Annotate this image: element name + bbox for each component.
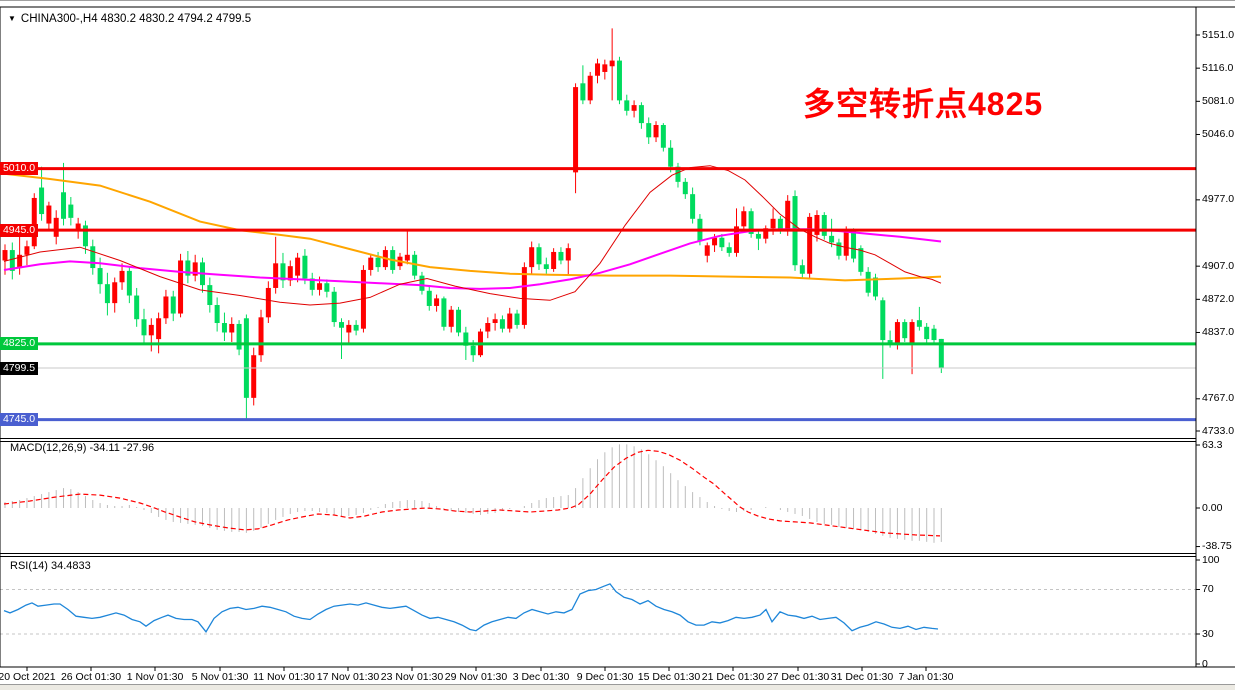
date-axis-label: 27 Dec 01:30 — [766, 671, 830, 683]
rsi-line — [3, 583, 939, 633]
price-axis-label: 5151.0 — [1202, 28, 1235, 41]
rsi-indicator-label: RSI(14) 34.4833 — [10, 560, 91, 572]
frame-layer — [0, 0, 1235, 671]
price-axis-label: 4767.0 — [1202, 392, 1235, 405]
price-axis-label: 4907.0 — [1202, 259, 1235, 272]
date-axis-label: 1 Nov 01:30 — [126, 671, 184, 683]
date-axis-label: 31 Dec 01:30 — [830, 671, 894, 683]
price-axis-label: 4977.0 — [1202, 193, 1235, 206]
pane-separator-macd[interactable] — [0, 438, 1196, 443]
date-axis-label: 26 Oct 01:30 — [60, 671, 122, 683]
chevron-down-icon[interactable]: ▼ — [8, 14, 16, 23]
macd-axis-label: 63.3 — [1202, 438, 1223, 451]
price-line-badge: 4745.0 — [0, 413, 38, 427]
macd-axis-label: -38.75 — [1202, 540, 1232, 553]
rsi-axis-label: 70 — [1202, 583, 1214, 595]
date-axis-label: 21 Dec 01:30 — [701, 671, 765, 683]
date-axis-label: 11 Nov 01:30 — [253, 671, 315, 683]
date-axis-label: 15 Dec 01:30 — [637, 671, 701, 683]
price-axis-label: 5081.0 — [1202, 94, 1235, 107]
price-axis-label: 5046.0 — [1202, 127, 1235, 140]
ma-slow-orange — [0, 172, 942, 282]
price-line-badge: 4945.0 — [0, 223, 38, 237]
rsi-pane-layer — [0, 583, 1196, 635]
price-line-badge: 5010.0 — [0, 162, 38, 176]
pane-separator-rsi[interactable] — [0, 553, 1196, 558]
rsi-axis-label: 30 — [1202, 627, 1214, 640]
macd-axis-label: 0.00 — [1202, 501, 1223, 514]
ma-fast-red — [3, 165, 942, 306]
price-axis-label: 4872.0 — [1202, 292, 1235, 305]
date-axis-label: 7 Jan 01:30 — [898, 671, 954, 683]
ma-medium-magenta — [3, 228, 942, 290]
annotation-text[interactable]: 多空转折点4825 — [803, 86, 1044, 122]
date-axis-label: 5 Nov 01:30 — [191, 671, 249, 683]
rsi-axis-label: 100 — [1202, 553, 1220, 566]
price-axis-label: 4837.0 — [1202, 325, 1235, 338]
date-axis-label: 3 Dec 01:30 — [512, 671, 570, 683]
price-axis-label: 5116.0 — [1202, 61, 1234, 74]
date-axis-label: 9 Dec 01:30 — [576, 671, 634, 683]
date-axis-label: 20 Oct 2021 — [0, 671, 56, 683]
date-axis-label: 23 Nov 01:30 — [380, 671, 444, 683]
price-axis-label: 4733.0 — [1202, 424, 1235, 437]
symbol-header: ▼ CHINA300-,H4 4830.2 4830.2 4794.2 4799.… — [8, 13, 251, 25]
macd-indicator-label: MACD(12,26,9) -34.11 -27.96 — [10, 442, 155, 454]
macd-pane-layer — [3, 444, 942, 543]
symbol-ohlc-text: CHINA300-,H4 4830.2 4830.2 4794.2 4799.5 — [20, 13, 252, 25]
price-line-badge: 4825.0 — [0, 337, 38, 351]
date-axis-label: 29 Nov 01:30 — [444, 671, 508, 683]
date-axis-label: 17 Nov 01:30 — [316, 671, 380, 683]
price-line-badge: 4799.5 — [0, 361, 38, 375]
window-bottom-strip — [0, 684, 1235, 690]
macd-signal-line — [3, 449, 941, 537]
rsi-axis-label: 0 — [1202, 657, 1208, 670]
main-pane-layer — [0, 28, 1196, 422]
